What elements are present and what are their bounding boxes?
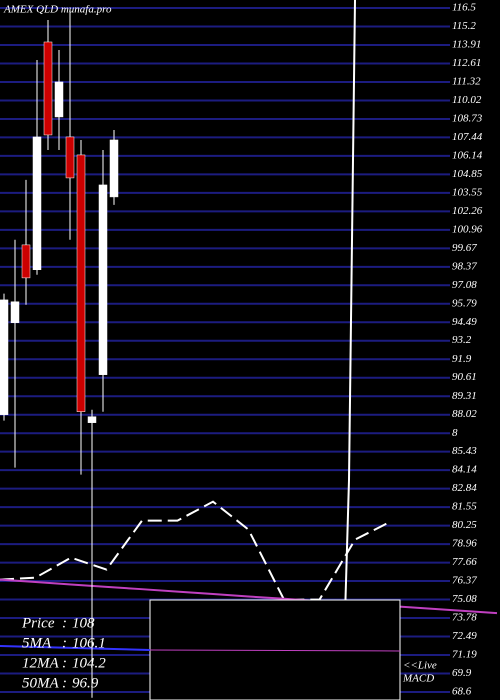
stat-value: 96.9: [72, 675, 99, 691]
y-tick-label: 99.67: [452, 242, 477, 254]
y-tick-label: 81.55: [452, 501, 477, 513]
annotation: MACD: [402, 673, 434, 685]
y-tick-label: 111.32: [452, 75, 481, 87]
y-tick-label: 94.49: [452, 316, 477, 328]
stat-sep: :: [62, 635, 67, 651]
candle-body: [32, 136, 42, 270]
y-tick-label: 95.79: [452, 297, 477, 309]
candle-body: [65, 136, 75, 179]
y-tick-label: 82.84: [452, 482, 477, 494]
indicator-line: [0, 500, 391, 601]
candle-body: [54, 81, 64, 118]
y-tick-label: 69.9: [452, 667, 472, 679]
indicator-line: [0, 578, 498, 615]
y-tick-label: 73.78: [452, 612, 477, 624]
y-tick-label: 68.6: [452, 686, 472, 698]
y-tick-label: 98.37: [452, 260, 477, 272]
y-tick-label: 108.73: [452, 112, 483, 124]
y-tick-label: 104.85: [452, 168, 483, 180]
y-tick-label: 115.2: [452, 20, 476, 32]
y-tick-label: 90.61: [452, 371, 477, 383]
y-tick-label: 97.08: [452, 279, 477, 291]
candle-body: [10, 301, 20, 323]
y-tick-label: 106.14: [452, 149, 483, 161]
y-tick-label: 93.2: [452, 334, 472, 346]
y-tick-label: 72.49: [452, 630, 477, 642]
stat-sep: :: [62, 675, 67, 691]
stat-value: 108: [72, 615, 95, 631]
candle-body: [87, 416, 97, 423]
macd-line: [149, 649, 401, 652]
y-tick-label: 80.25: [452, 519, 477, 531]
stat-name: 50MA: [22, 675, 59, 691]
y-tick-label: 85.43: [452, 445, 477, 457]
y-tick-label: 91.9: [452, 353, 472, 365]
y-tick-label: 112.61: [452, 57, 481, 69]
stat-name: 12MA: [22, 655, 59, 671]
y-tick-label: 84.14: [452, 464, 477, 476]
stat-sep: :: [62, 655, 67, 671]
indicators: [0, 500, 498, 615]
y-tick-label: 77.66: [452, 556, 477, 568]
y-tick-label: 88.02: [452, 408, 477, 420]
chart-title: AMEX QLD munafa.pro: [3, 4, 112, 16]
stat-name: Price: [21, 615, 55, 631]
stat-value: 106.1: [72, 635, 106, 651]
y-tick-label: 110.02: [452, 94, 482, 106]
candle-body: [43, 41, 53, 136]
indicator-spike: [343, 0, 356, 651]
candle-body: [98, 184, 108, 375]
y-tick-label: 102.26: [452, 205, 483, 217]
candle-body: [0, 299, 9, 415]
candle-body: [21, 244, 31, 279]
annotation: <<Live: [403, 660, 437, 672]
y-tick-label: 116.5: [452, 2, 476, 14]
candle-body: [76, 154, 86, 412]
y-tick-label: 8: [452, 427, 458, 439]
y-tick-label: 113.91: [452, 39, 481, 51]
candle-body: [109, 139, 119, 198]
grid: [0, 6, 450, 694]
y-tick-label: 71.19: [452, 649, 477, 661]
y-tick-label: 76.37: [452, 575, 477, 587]
y-tick-label: 78.96: [452, 538, 477, 550]
y-tick-label: 103.55: [452, 186, 483, 198]
stat-name: 5MA: [22, 635, 52, 651]
y-tick-label: 75.08: [452, 593, 477, 605]
stat-sep: :: [62, 615, 67, 631]
y-tick-label: 100.96: [452, 223, 483, 235]
y-tick-label: 89.31: [452, 390, 477, 402]
stat-value: 104.2: [72, 655, 106, 671]
candles: [0, 9, 119, 698]
y-tick-label: 107.44: [452, 131, 483, 143]
macd-signal: [0, 645, 151, 651]
